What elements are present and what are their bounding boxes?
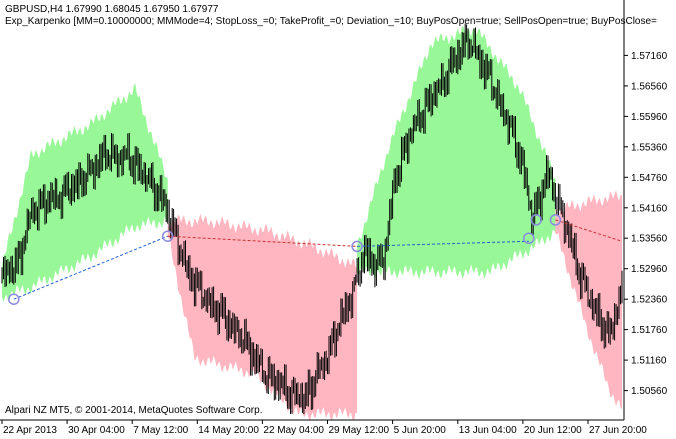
- trade-marker[interactable]: [351, 240, 363, 253]
- candle-layer: [1, 23, 623, 415]
- copyright-label: Alpari NZ MT5, © 2001-2014, MetaQuotes S…: [5, 405, 262, 416]
- sell-trade-line: [555, 219, 623, 242]
- time-tick-label: 13 Jun 04:00: [459, 425, 517, 436]
- time-tick-label: 5 Jun 20:00: [394, 425, 447, 436]
- trade-marker[interactable]: [530, 214, 542, 226]
- time-tick-label: 30 Apr 04:00: [68, 425, 125, 436]
- sell-trade-line: [167, 235, 358, 247]
- bull-cloud-2: [357, 26, 556, 280]
- time-tick-label: 20 Jun 12:00: [524, 425, 582, 436]
- trade-marker[interactable]: [523, 232, 535, 244]
- symbol-quote-line: GBPUSD,H4 1.67990 1.68045 1.67950 1.6797…: [5, 4, 219, 15]
- time-tick-label: 14 May 20:00: [198, 425, 259, 436]
- price-axis: 1.57160 1.56560 1.55960 1.55360 1.54760 1.541…: [624, 51, 668, 397]
- price-tick-label: 1.51160: [631, 356, 667, 367]
- trade-marker[interactable]: [549, 214, 562, 226]
- price-tick-label: 1.53560: [631, 234, 668, 245]
- price-tick-label: 1.52960: [631, 264, 668, 275]
- time-tick-label: 29 May 12:00: [329, 425, 390, 436]
- time-tick-label: 22 Apr 2013: [3, 425, 57, 436]
- price-tick-label: 1.54160: [631, 203, 668, 214]
- price-tick-label: 1.57160: [631, 51, 668, 62]
- trade-marker[interactable]: [8, 293, 20, 305]
- time-tick-label: 27 Jun 20:00: [589, 425, 647, 436]
- time-tick-label: 7 May 12:00: [133, 425, 188, 436]
- trade-marker-layer: [8, 214, 562, 305]
- price-tick-label: 1.54760: [631, 173, 668, 184]
- price-tick-label: 1.50560: [631, 386, 668, 397]
- trade-line-layer: [13, 219, 623, 300]
- price-tick-label: 1.56560: [631, 81, 668, 92]
- indicator-parameters-line: Exp_Karpenko [MM=0.10000000; MMMode=4; S…: [5, 16, 657, 27]
- time-axis: 22 Apr 2013 30 Apr 04:00 7 May 12:00 14 May…: [1, 420, 647, 436]
- buy-trade-line: [357, 240, 529, 247]
- price-tick-label: 1.52360: [631, 295, 668, 306]
- trade-marker[interactable]: [161, 230, 174, 242]
- buy-trade-line: [13, 235, 168, 300]
- price-tick-label: 1.55360: [631, 142, 668, 153]
- time-tick-label: 22 May 04:00: [263, 425, 324, 436]
- price-tick-label: 1.51760: [631, 325, 668, 336]
- price-tick-label: 1.55960: [631, 112, 668, 123]
